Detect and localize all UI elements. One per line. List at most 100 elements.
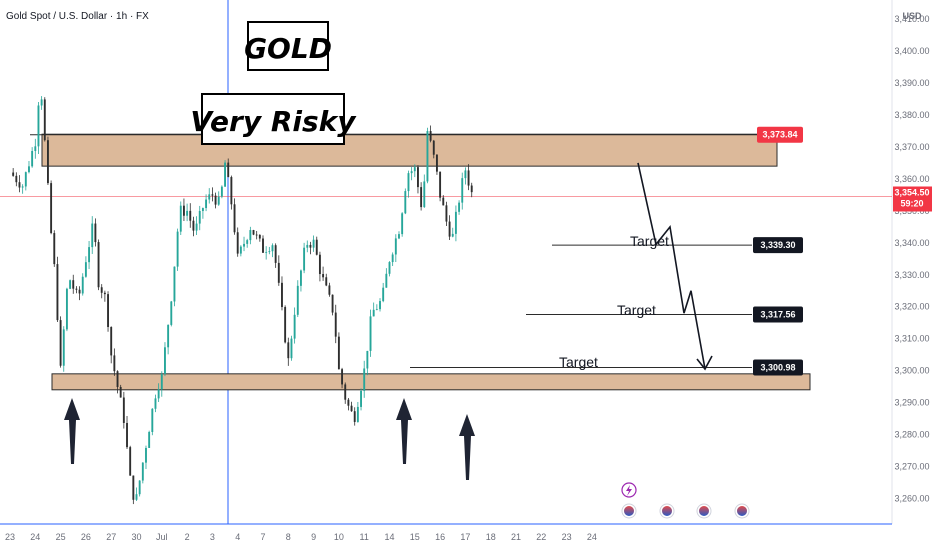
candle-body — [132, 475, 135, 500]
target-price-tag-bg — [753, 359, 803, 376]
candle-body — [350, 405, 353, 412]
candle-body — [141, 462, 144, 481]
candle-body — [344, 384, 347, 400]
candle-body — [129, 447, 132, 476]
target-price-tag-bg — [753, 306, 803, 323]
price-tick-label: 3,380.00 — [894, 110, 929, 120]
candle-body — [249, 230, 252, 241]
pivot-arrows — [64, 398, 475, 480]
candle-body — [334, 312, 337, 337]
current-price-value: 3,354.50 — [894, 188, 929, 198]
target-price-value: 3,339.30 — [760, 240, 795, 250]
candle-body — [91, 223, 94, 248]
candle-body — [382, 287, 385, 302]
price-tick-label: 3,290.00 — [894, 398, 929, 408]
candle-body — [78, 289, 81, 294]
time-tick-label: 11 — [360, 532, 369, 542]
candle-body — [322, 274, 325, 278]
candle-body — [94, 223, 97, 243]
candle-body — [217, 196, 220, 205]
price-tick-label: 3,300.00 — [894, 366, 929, 376]
arrow-up-icon — [459, 414, 475, 480]
time-tick-label: 24 — [587, 532, 597, 542]
time-tick-label: 9 — [311, 532, 316, 542]
candle-body — [122, 397, 125, 423]
candle-body — [189, 210, 192, 221]
us-flag-event-icon[interactable] — [621, 503, 637, 519]
candle-body — [69, 280, 72, 289]
candle-body — [182, 205, 185, 216]
time-tick-label: 26 — [81, 532, 91, 542]
price-tick-label: 3,360.00 — [894, 174, 929, 184]
candle-body — [467, 170, 470, 186]
candle-body — [315, 239, 318, 255]
candle-body — [186, 210, 189, 216]
candle-body — [356, 406, 359, 422]
price-tick-label: 3,370.00 — [894, 142, 929, 152]
time-tick-label: 23 — [562, 532, 572, 542]
price-tags: 3,373.84 3,339.30 3,317.56 3,300.98 — [753, 126, 803, 376]
candle-body — [246, 240, 249, 244]
resistance-price-value: 3,373.84 — [762, 130, 797, 140]
target-price-tag: 3,300.98 — [753, 359, 803, 376]
candle-body — [138, 480, 141, 495]
candle-body — [464, 170, 467, 179]
target-price-value: 3,300.98 — [760, 363, 795, 373]
target-label-2: Target — [617, 302, 656, 318]
candle-body — [271, 245, 274, 252]
candle-body — [385, 273, 388, 288]
us-flag-event-icon[interactable] — [696, 503, 712, 519]
candle-body — [28, 166, 30, 173]
candle-body — [300, 270, 302, 286]
candle-body — [145, 447, 147, 463]
time-tick-label: 18 — [486, 532, 496, 542]
economic-events[interactable] — [621, 482, 750, 519]
headline-box: GOLD — [244, 21, 332, 71]
candle-body — [135, 494, 138, 500]
candle-body — [56, 264, 59, 321]
candle-body — [107, 294, 109, 328]
candle-body — [407, 173, 410, 192]
price-axis-ticks: 3,260.00 3,270.00 3,280.00 3,290.00 3,300.00… — [894, 14, 929, 503]
candle-body — [454, 211, 457, 234]
target-lines — [410, 244, 752, 369]
candle-body — [274, 245, 277, 263]
target-price-tag: 3,339.30 — [753, 237, 803, 254]
resistance-price-tag-bg — [757, 126, 803, 143]
candle-body — [62, 329, 65, 366]
candle-body — [258, 234, 261, 239]
currency-label: USD — [902, 11, 922, 21]
candle-body — [337, 336, 340, 370]
candle-body — [220, 186, 223, 197]
time-tick-label: 17 — [460, 532, 470, 542]
candle-body — [404, 191, 407, 214]
candle-body — [252, 230, 255, 235]
candle-body — [331, 294, 334, 313]
candle-body — [116, 371, 119, 388]
candle-body — [53, 233, 56, 265]
us-flag-event-icon[interactable] — [659, 503, 675, 519]
candle-body — [461, 178, 464, 203]
price-tick-label: 3,340.00 — [894, 238, 929, 248]
time-tick-label: 14 — [384, 532, 394, 542]
us-flag-event-icon[interactable] — [734, 503, 750, 519]
candle-body — [439, 171, 442, 198]
candle-body — [15, 175, 18, 183]
forecast-arrow-head — [696, 355, 713, 371]
lightning-event-icon[interactable] — [621, 482, 637, 498]
candle-body — [451, 233, 454, 237]
time-tick-label: 21 — [511, 532, 521, 542]
subheadline-box: Very Risky — [190, 93, 357, 145]
price-axis-panel — [892, 0, 932, 550]
resistance-zone[interactable] — [41, 133, 778, 167]
candle-body — [126, 422, 128, 448]
candle-body — [426, 131, 429, 182]
candle-body — [148, 431, 151, 448]
candle-body — [281, 282, 283, 308]
support-zone[interactable] — [51, 373, 811, 391]
candle-body — [119, 387, 122, 398]
candle-body — [417, 167, 419, 188]
candle-body — [268, 251, 271, 253]
